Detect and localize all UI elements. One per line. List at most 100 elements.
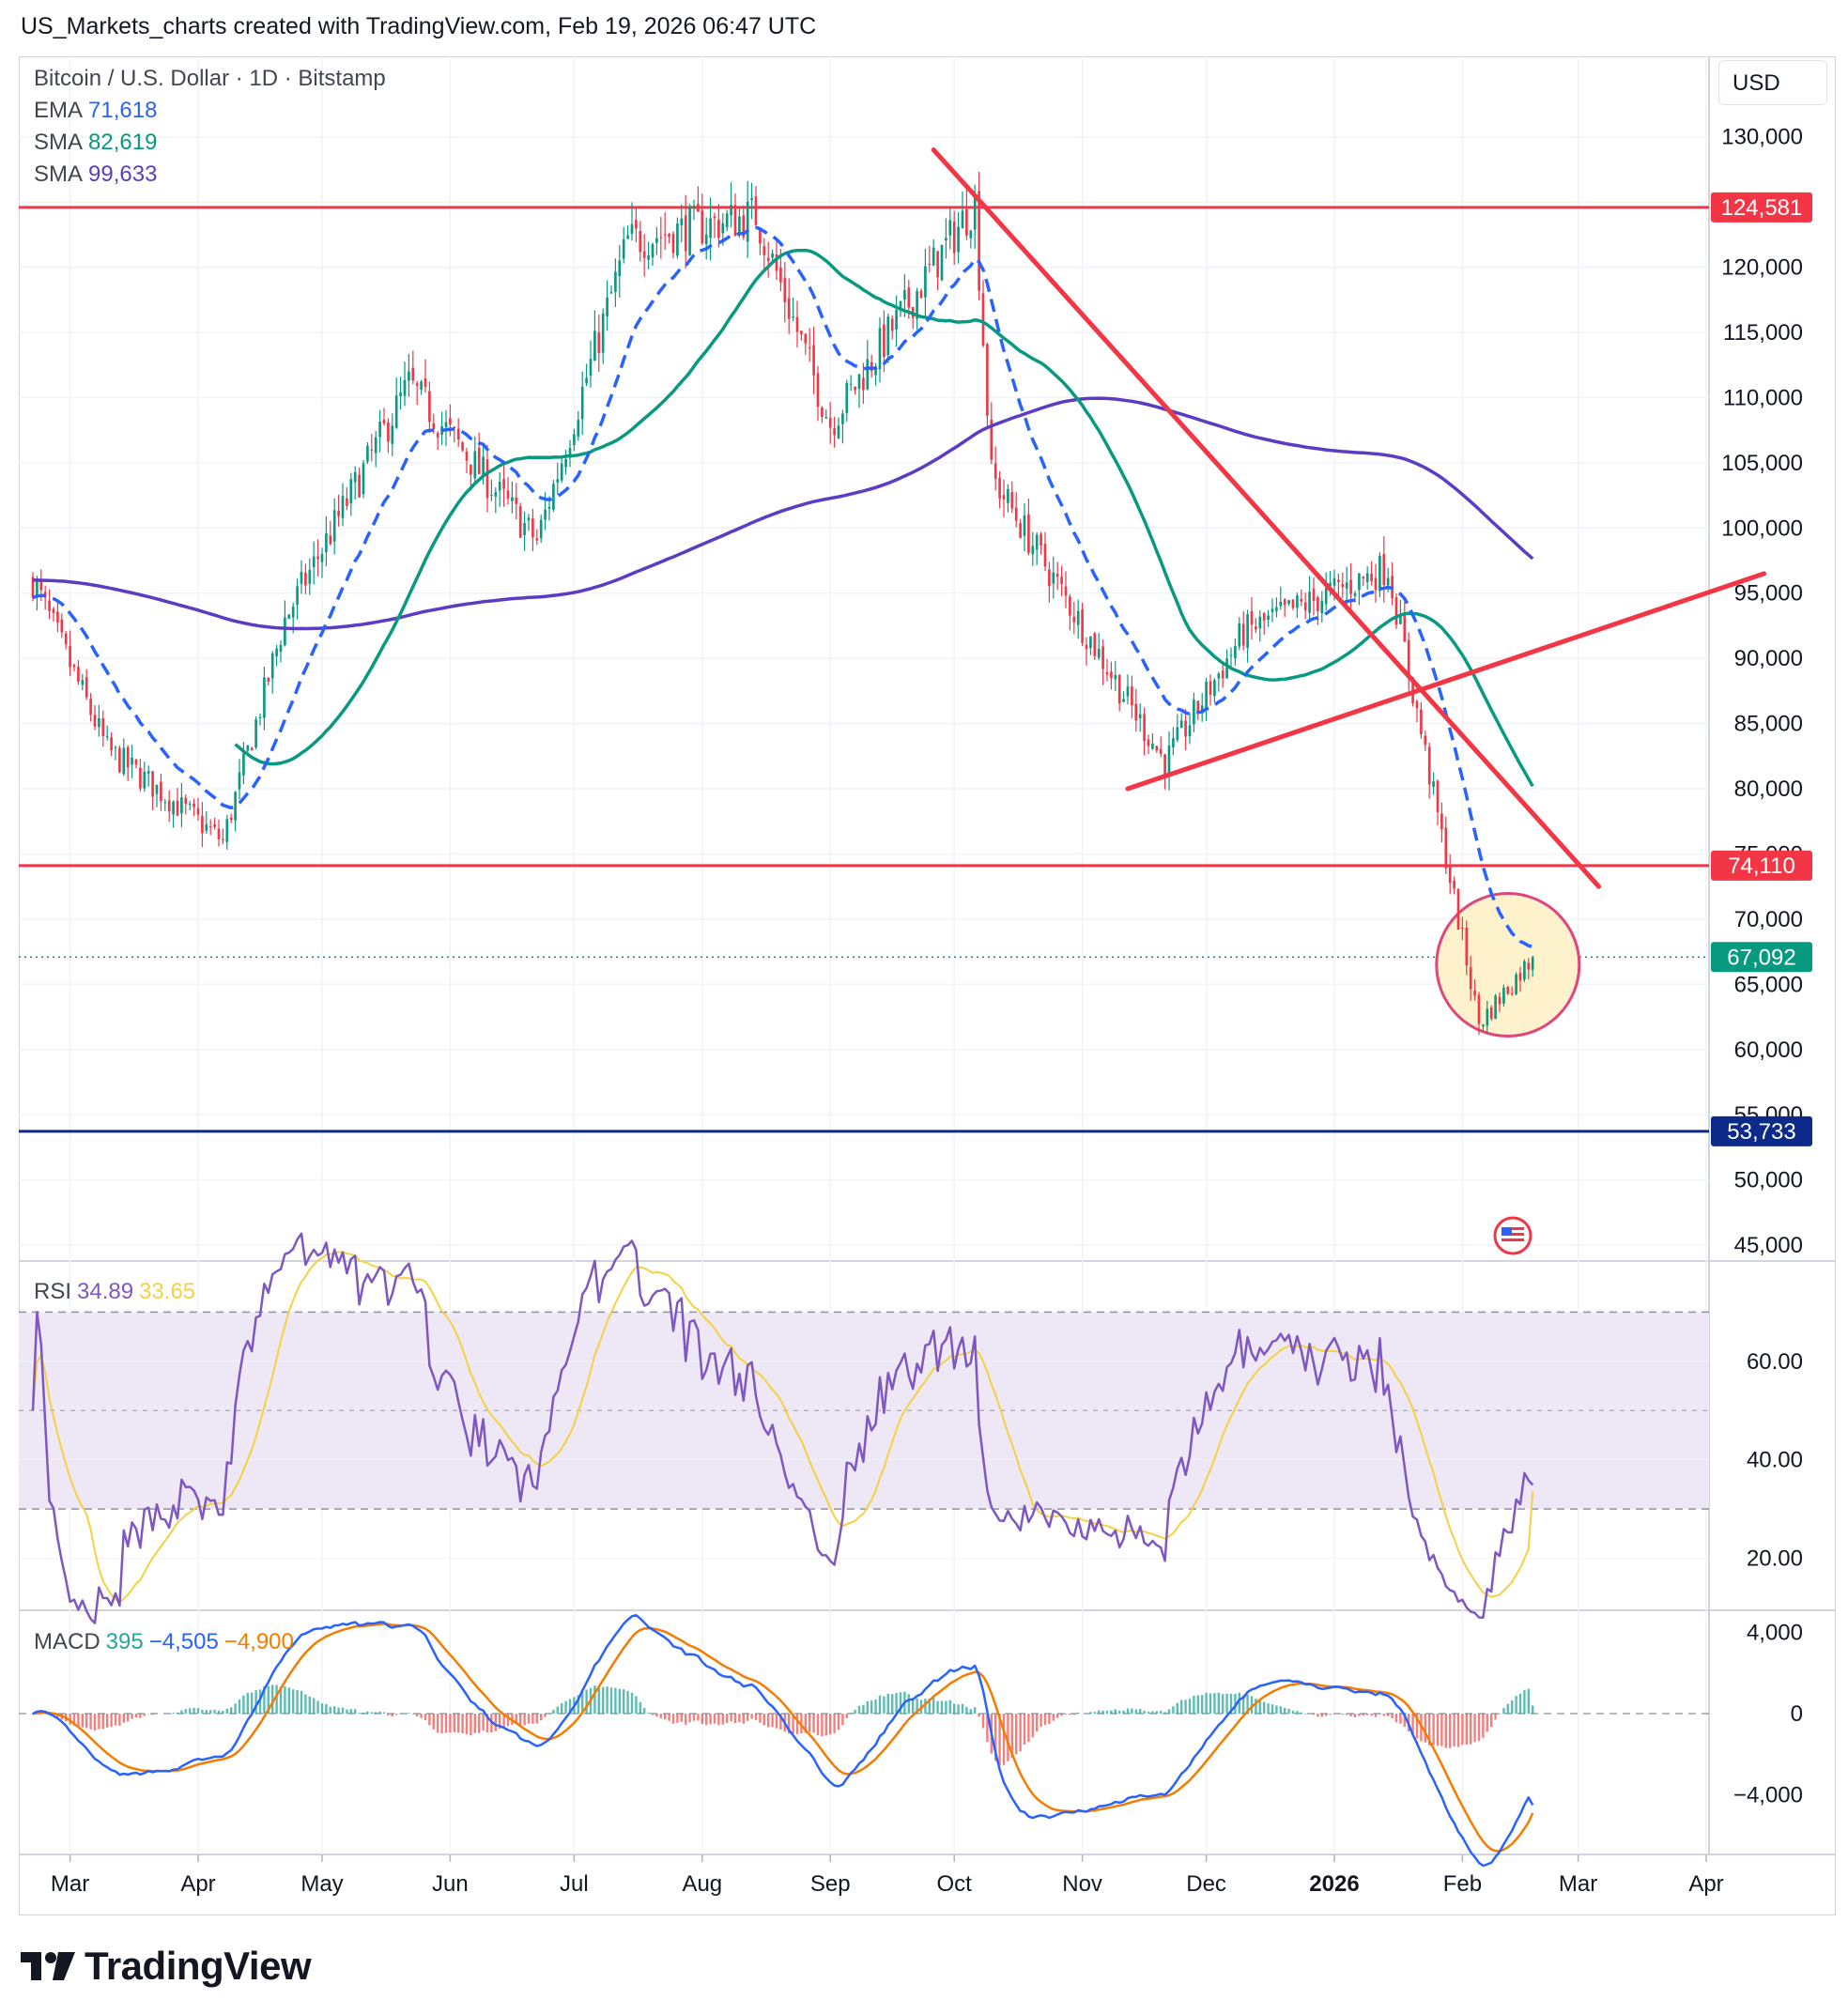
macd-histogram-bar: [98, 1714, 100, 1730]
candle-body: [630, 223, 634, 235]
candle-body: [1308, 592, 1311, 613]
candle-body: [300, 572, 303, 584]
macd-histogram-bar: [1151, 1711, 1154, 1715]
macd-histogram-bar: [370, 1712, 373, 1715]
macd-histogram-bar: [1043, 1714, 1047, 1726]
macd-histogram-bar: [643, 1707, 646, 1715]
current-price-label: 67,092: [1727, 945, 1795, 970]
candle-body: [85, 677, 88, 698]
macd-histogram-bar: [1225, 1693, 1228, 1715]
x-tick-label: Aug: [682, 1871, 722, 1897]
horizontal-level-label: 74,110: [1728, 854, 1795, 879]
macd-histogram-bar: [1486, 1714, 1488, 1732]
horizontal-level-label-bg: [1711, 192, 1812, 223]
macd-histogram-bar: [1160, 1711, 1163, 1715]
candle-body: [449, 418, 452, 425]
tradingview-logo[interactable]: TradingView: [21, 1944, 312, 1989]
macd-histogram-bar: [225, 1708, 228, 1715]
macd-histogram-bar: [1387, 1714, 1390, 1716]
macd-histogram-bar: [1172, 1706, 1175, 1715]
macd-histogram-bar: [1490, 1714, 1493, 1728]
x-tick-label: Mar: [1559, 1871, 1597, 1897]
candle-body: [254, 719, 257, 747]
candle-body: [444, 422, 448, 427]
x-tick-label: Sep: [810, 1871, 851, 1897]
candle-body: [1317, 597, 1319, 611]
macd-histogram-bar: [1270, 1704, 1274, 1715]
macd-histogram-bar: [1193, 1695, 1195, 1715]
macd-histogram-bar: [747, 1714, 749, 1721]
candle-body: [601, 313, 605, 353]
macd-histogram-bar: [1015, 1714, 1018, 1755]
macd-histogram-bar: [1155, 1711, 1158, 1715]
macd-histogram-bar: [1349, 1714, 1352, 1716]
candle-body: [242, 753, 245, 776]
candle-body: [978, 191, 980, 291]
candle-body: [126, 746, 130, 768]
x-tick-label: Apr: [180, 1871, 215, 1897]
macd-histogram-bar: [114, 1714, 117, 1726]
macd-histogram-bar: [399, 1714, 402, 1715]
currency-button[interactable]: USD: [1718, 60, 1827, 105]
macd-histogram-bar: [189, 1708, 192, 1715]
candle-body: [1448, 867, 1452, 884]
candle-body: [1089, 636, 1092, 649]
candle-body: [845, 382, 849, 413]
macd-histogram-bar: [246, 1692, 249, 1715]
legend-ema[interactable]: EMA 71,618: [34, 98, 162, 124]
legend-sma200[interactable]: SMA 99,633: [34, 162, 162, 188]
candle-body: [821, 408, 824, 418]
candle-body: [366, 445, 369, 462]
macd-histogram-bar: [547, 1714, 551, 1715]
candle-body: [1225, 658, 1228, 679]
candle-body: [1515, 974, 1517, 994]
legend-rsi[interactable]: RSI 34.89 33.65: [34, 1279, 201, 1305]
candle-body: [1296, 595, 1299, 608]
macd-histogram-bar: [1415, 1714, 1419, 1739]
macd-histogram-bar: [151, 1714, 154, 1715]
candle-body: [316, 556, 319, 560]
macd-histogram-bar: [527, 1714, 531, 1724]
candle-body: [932, 247, 935, 266]
candle-body: [1007, 488, 1009, 503]
candle-body: [287, 614, 291, 619]
macd-histogram-bar: [671, 1714, 675, 1724]
candle-body: [1407, 639, 1410, 676]
macd-histogram-bar: [238, 1700, 241, 1715]
macd-tick-label: 4,000: [1747, 1621, 1803, 1646]
macd-histogram-bar: [341, 1707, 345, 1715]
candle-body: [730, 205, 732, 216]
candle-body: [883, 324, 886, 358]
us-flag-event-icon[interactable]: [1493, 1216, 1532, 1255]
macd-histogram-bar: [878, 1695, 882, 1715]
macd-histogram-bar: [432, 1714, 435, 1730]
candle-body: [1415, 700, 1419, 709]
candle-body: [1217, 673, 1221, 679]
candle-body: [411, 367, 415, 381]
legend-macd[interactable]: MACD 395 −4,505 −4,900: [34, 1629, 300, 1655]
candle-body: [647, 255, 650, 260]
macd-histogram-bar: [81, 1714, 84, 1728]
candle-body: [312, 556, 316, 567]
macd-histogram-bar: [1403, 1714, 1406, 1727]
candle-body: [833, 428, 836, 436]
candle-body: [382, 419, 386, 424]
legend-rsi-value: 34.89: [77, 1279, 134, 1304]
macd-histogram-bar: [924, 1699, 927, 1715]
candle-body: [105, 736, 109, 738]
macd-histogram-bar: [957, 1704, 960, 1715]
candle-body: [1209, 681, 1212, 695]
legend-sma50[interactable]: SMA 82,619: [34, 130, 162, 156]
macd-histogram-bar: [275, 1684, 278, 1715]
macd-histogram-bar: [296, 1690, 299, 1715]
candle-body: [573, 434, 576, 446]
macd-histogram-bar: [1440, 1714, 1443, 1746]
candle-body: [98, 717, 100, 728]
candle-body: [31, 577, 35, 598]
macd-histogram-bar: [1511, 1700, 1514, 1715]
candle-body: [1126, 686, 1130, 697]
y-tick-label: 95,000: [1734, 581, 1803, 607]
macd-histogram-bar: [630, 1692, 634, 1715]
legend-symbol[interactable]: Bitcoin / U.S. Dollar · 1D · Bitstamp: [34, 66, 392, 92]
